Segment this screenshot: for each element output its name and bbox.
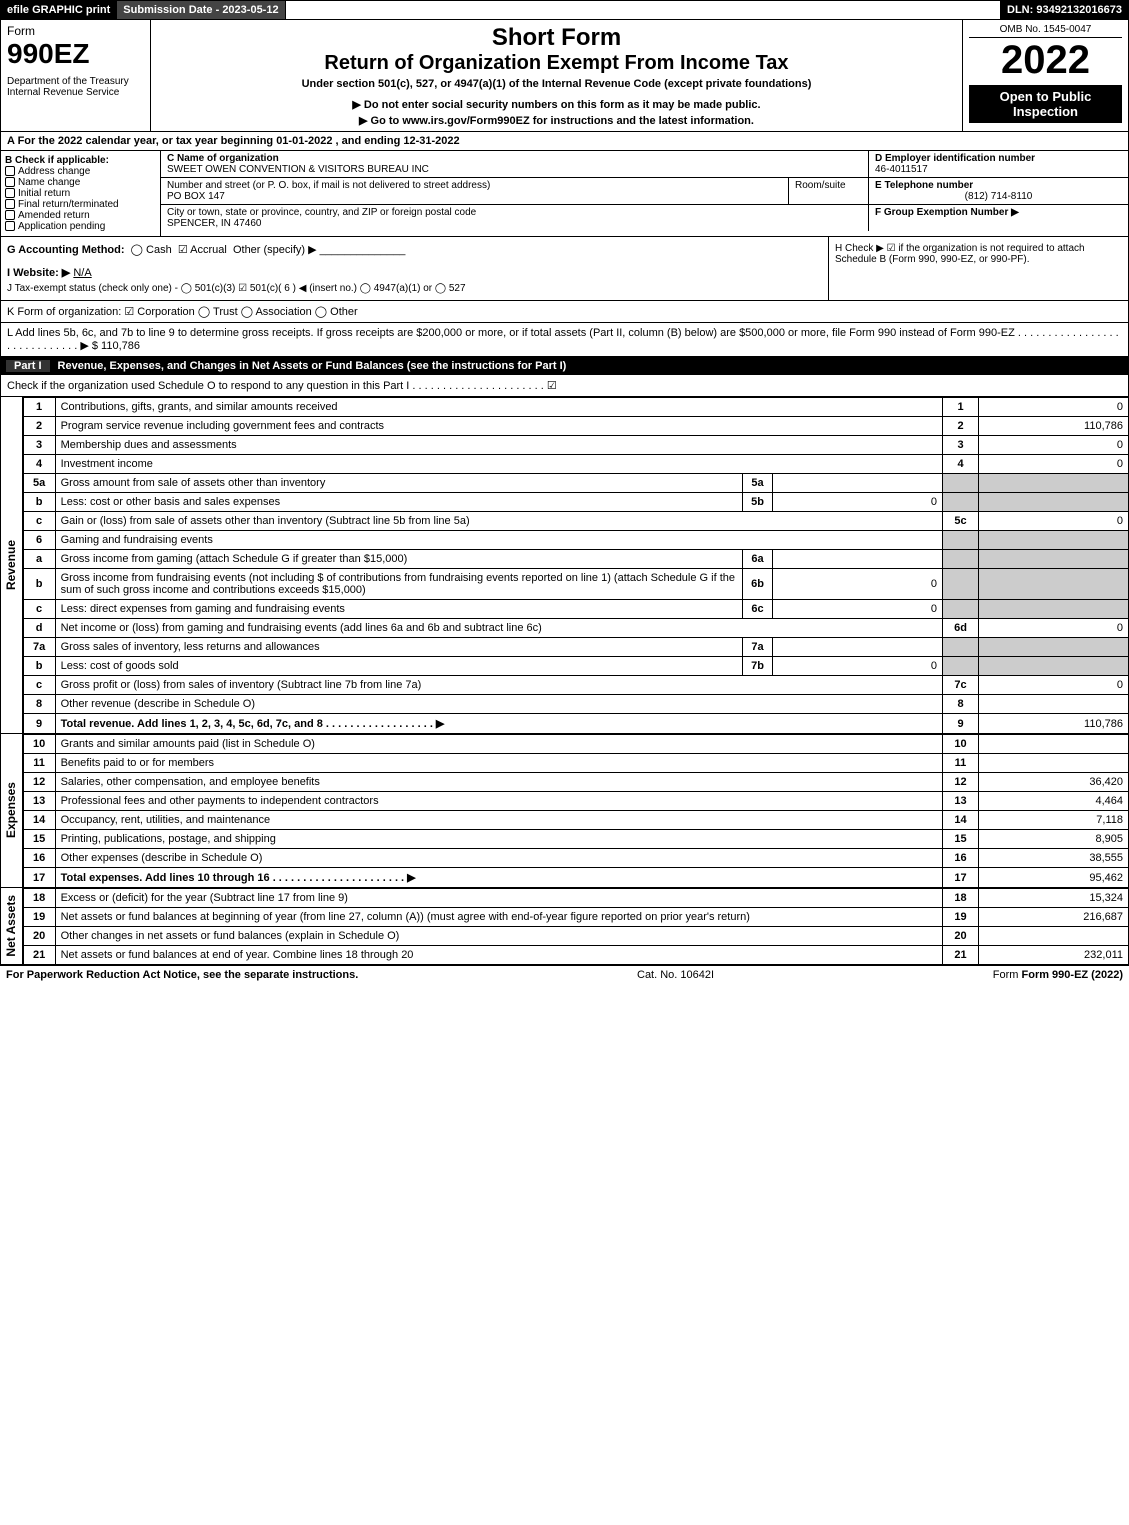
chk-application-pending[interactable]: Application pending <box>18 221 105 232</box>
line-6d: dNet income or (loss) from gaming and fu… <box>23 619 1128 638</box>
ein-value: 46-4011517 <box>875 164 928 175</box>
line-7b: bLess: cost of goods sold7b0 <box>23 657 1128 676</box>
efile-print[interactable]: efile GRAPHIC print <box>1 1 117 19</box>
part1-label: Part I <box>6 360 50 372</box>
title-short-form: Short Form <box>157 24 956 52</box>
tab-revenue: Revenue <box>4 540 18 590</box>
line-10: 10Grants and similar amounts paid (list … <box>23 735 1128 754</box>
line-12: 12Salaries, other compensation, and empl… <box>23 773 1128 792</box>
line-5a: 5aGross amount from sale of assets other… <box>23 474 1128 493</box>
footer: For Paperwork Reduction Act Notice, see … <box>0 965 1129 984</box>
form-number: 990EZ <box>7 38 144 70</box>
part1-header: Part I Revenue, Expenses, and Changes in… <box>0 357 1129 375</box>
chk-name-change[interactable]: Name change <box>18 177 80 188</box>
tab-netassets: Net Assets <box>4 895 18 957</box>
chk-address-change[interactable]: Address change <box>18 166 90 177</box>
line-18: 18Excess or (deficit) for the year (Subt… <box>23 889 1128 908</box>
g-accrual[interactable]: Accrual <box>190 244 227 256</box>
section-h: H Check ▶ ☑ if the organization is not r… <box>828 237 1128 300</box>
section-a: A For the 2022 calendar year, or tax yea… <box>0 132 1129 151</box>
dept-treasury: Department of the Treasury <box>7 76 144 87</box>
phone-value: (812) 714-8110 <box>875 191 1122 202</box>
top-bar: efile GRAPHIC print Submission Date - 20… <box>0 0 1129 20</box>
line-16: 16Other expenses (describe in Schedule O… <box>23 849 1128 868</box>
city-value: SPENCER, IN 47460 <box>167 218 262 229</box>
line-9: 9Total revenue. Add lines 1, 2, 3, 4, 5c… <box>23 714 1128 734</box>
netassets-block: Net Assets 18Excess or (deficit) for the… <box>0 888 1129 965</box>
line-7a: 7aGross sales of inventory, less returns… <box>23 638 1128 657</box>
line-4: 4Investment income40 <box>23 455 1128 474</box>
org-name: SWEET OWEN CONVENTION & VISITORS BUREAU … <box>167 164 429 175</box>
street-value: PO BOX 147 <box>167 191 225 202</box>
tax-year: 2022 <box>969 38 1122 83</box>
dln: DLN: 93492132016673 <box>1001 1 1128 19</box>
line-2: 2Program service revenue including gover… <box>23 417 1128 436</box>
room-label: Room/suite <box>795 180 846 191</box>
form-word: Form <box>7 24 144 38</box>
line-13: 13Professional fees and other payments t… <box>23 792 1128 811</box>
revenue-block: Revenue 1Contributions, gifts, grants, a… <box>0 397 1129 734</box>
i-website-label: I Website: ▶ <box>7 267 70 279</box>
line-15: 15Printing, publications, postage, and s… <box>23 830 1128 849</box>
tab-expenses: Expenses <box>4 782 18 838</box>
b-label: B Check if applicable: <box>5 155 109 166</box>
line-5b: bLess: cost or other basis and sales exp… <box>23 493 1128 512</box>
expenses-block: Expenses 10Grants and similar amounts pa… <box>0 734 1129 888</box>
chk-amended-return[interactable]: Amended return <box>18 210 90 221</box>
street-label: Number and street (or P. O. box, if mail… <box>167 180 490 191</box>
section-a-text: A For the 2022 calendar year, or tax yea… <box>7 135 460 147</box>
section-bcdef: B Check if applicable: Address change Na… <box>0 151 1129 237</box>
submission-date: Submission Date - 2023-05-12 <box>117 1 285 19</box>
section-l: L Add lines 5b, 6c, and 7b to line 9 to … <box>0 323 1129 357</box>
section-k: K Form of organization: ☑ Corporation ◯ … <box>0 301 1129 323</box>
subtitle: Under section 501(c), 527, or 4947(a)(1)… <box>157 78 956 90</box>
chk-final-return[interactable]: Final return/terminated <box>18 199 119 210</box>
omb-number: OMB No. 1545-0047 <box>969 24 1122 38</box>
part1-title: Revenue, Expenses, and Changes in Net As… <box>58 360 567 372</box>
footer-right: Form Form 990-EZ (2022) <box>993 969 1123 981</box>
section-b: B Check if applicable: Address change Na… <box>1 151 161 236</box>
line-17: 17Total expenses. Add lines 10 through 1… <box>23 868 1128 888</box>
g-label: G Accounting Method: <box>7 244 125 256</box>
g-cash[interactable]: Cash <box>146 244 172 256</box>
form-header: Form 990EZ Department of the Treasury In… <box>0 20 1129 132</box>
j-tax-exempt: J Tax-exempt status (check only one) - ◯… <box>7 283 822 294</box>
title-return: Return of Organization Exempt From Incom… <box>157 52 956 75</box>
line-14: 14Occupancy, rent, utilities, and mainte… <box>23 811 1128 830</box>
line-21: 21Net assets or fund balances at end of … <box>23 946 1128 965</box>
ssn-warning: ▶ Do not enter social security numbers o… <box>157 98 956 111</box>
line-19: 19Net assets or fund balances at beginni… <box>23 908 1128 927</box>
line-20: 20Other changes in net assets or fund ba… <box>23 927 1128 946</box>
part1-check: Check if the organization used Schedule … <box>0 375 1129 397</box>
footer-left: For Paperwork Reduction Act Notice, see … <box>6 969 358 981</box>
f-group-label: F Group Exemption Number ▶ <box>875 207 1019 218</box>
line-6: 6Gaming and fundraising events <box>23 531 1128 550</box>
e-phone-label: E Telephone number <box>875 180 973 191</box>
g-other[interactable]: Other (specify) ▶ <box>233 244 317 256</box>
c-name-label: C Name of organization <box>167 153 279 164</box>
line-1: 1Contributions, gifts, grants, and simil… <box>23 398 1128 417</box>
line-11: 11Benefits paid to or for members11 <box>23 754 1128 773</box>
chk-initial-return[interactable]: Initial return <box>18 188 70 199</box>
city-label: City or town, state or province, country… <box>167 207 476 218</box>
website-value: N/A <box>73 267 91 279</box>
line-6c: cLess: direct expenses from gaming and f… <box>23 600 1128 619</box>
section-gh: G Accounting Method: ◯ Cash ☑ Accrual Ot… <box>0 237 1129 301</box>
line-8: 8Other revenue (describe in Schedule O)8 <box>23 695 1128 714</box>
d-ein-label: D Employer identification number <box>875 153 1035 164</box>
line-5c: cGain or (loss) from sale of assets othe… <box>23 512 1128 531</box>
goto-link[interactable]: ▶ Go to www.irs.gov/Form990EZ for instru… <box>157 114 956 127</box>
line-3: 3Membership dues and assessments30 <box>23 436 1128 455</box>
irs-label: Internal Revenue Service <box>7 87 144 98</box>
line-6b: bGross income from fundraising events (n… <box>23 569 1128 600</box>
footer-catno: Cat. No. 10642I <box>637 969 714 981</box>
line-6a: aGross income from gaming (attach Schedu… <box>23 550 1128 569</box>
open-public-badge: Open to Public Inspection <box>969 85 1122 123</box>
line-7c: cGross profit or (loss) from sales of in… <box>23 676 1128 695</box>
